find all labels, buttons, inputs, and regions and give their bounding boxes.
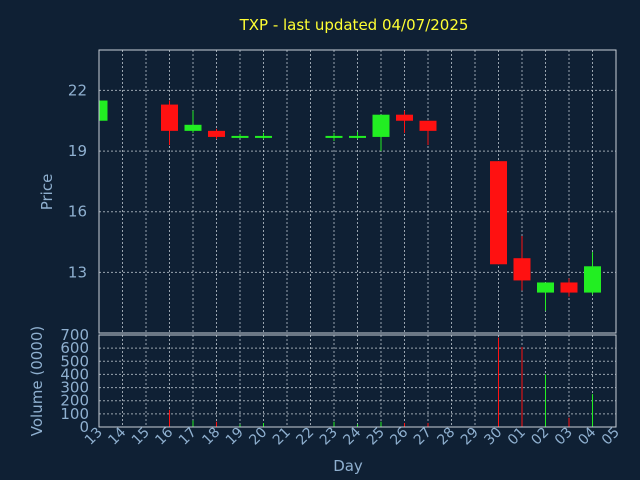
candle-body [208, 130, 225, 137]
day-tick-label: 02 [528, 425, 552, 449]
day-tick-label: 18 [199, 425, 223, 449]
volume-tick-label: 100 [60, 405, 89, 423]
volume-tick-label: 500 [60, 352, 89, 370]
day-tick-label: 17 [176, 425, 200, 449]
volume-grid [99, 335, 616, 427]
volume-tick-label: 300 [60, 379, 89, 397]
candle-body [396, 114, 413, 121]
chart-title: TXP - last updated 04/07/2025 [239, 16, 469, 34]
candle-body [372, 114, 390, 137]
candle-body [419, 120, 437, 131]
candle-body [255, 135, 272, 138]
day-tick-label: 27 [411, 425, 435, 449]
volume-axis-label: Volume (0000) [28, 326, 46, 436]
candle-body [513, 258, 531, 281]
day-tick-label: 15 [129, 425, 153, 449]
candle-body [161, 104, 178, 131]
day-tick-label: 30 [481, 425, 505, 449]
day-tick-label: 24 [340, 424, 364, 448]
price-tick-labels: 13 16 19 22 [68, 81, 87, 281]
price-tick-label: 22 [68, 81, 87, 99]
candle-body [184, 124, 202, 131]
price-axis-label: Price [38, 174, 56, 211]
volume-tick-label: 700 [60, 326, 89, 344]
day-tick-labels: 13 14 15 16 17 18 19 20 21 22 23 24 25 26 27 28 29 30 01 02… [82, 424, 623, 448]
day-tick-label: 05 [599, 425, 623, 449]
day-tick-label: 03 [552, 425, 576, 449]
day-tick-label: 01 [505, 425, 529, 449]
candle-body [325, 135, 343, 138]
volume-tick-label: 400 [60, 365, 89, 383]
day-tick-label: 19 [223, 425, 247, 449]
x-axis-label: Day [333, 457, 363, 475]
candle-body [231, 135, 249, 138]
day-tick-label: 29 [458, 425, 482, 449]
candles [98, 100, 601, 311]
price-panel-frame [98, 49, 617, 334]
day-tick-label: 26 [387, 424, 411, 448]
day-tick-label: 25 [364, 425, 388, 449]
day-tick-label: 14 [105, 424, 129, 448]
day-tick-label: 04 [575, 424, 599, 448]
candle-body [99, 100, 108, 121]
price-tick-label: 19 [68, 142, 87, 160]
candle-body [490, 161, 507, 265]
volume-panel-frame [98, 334, 617, 428]
day-tick-label: 16 [152, 424, 176, 448]
day-tick-label: 20 [246, 425, 270, 449]
day-tick-label: 22 [293, 425, 317, 449]
candle-body [584, 266, 601, 293]
candle-body [560, 282, 578, 293]
volume-tick-label: 200 [60, 392, 89, 410]
candle-body [537, 282, 554, 293]
day-tick-label: 28 [434, 425, 458, 449]
volume-bars [169, 337, 593, 427]
candle-body [349, 135, 366, 138]
volume-tick-label: 0 [79, 418, 89, 436]
price-tick-label: 16 [68, 203, 87, 221]
day-tick-label: 23 [317, 425, 341, 449]
day-tick-label: 21 [270, 425, 294, 449]
price-tick-label: 13 [68, 263, 87, 281]
volume-tick-label: 600 [60, 339, 89, 357]
